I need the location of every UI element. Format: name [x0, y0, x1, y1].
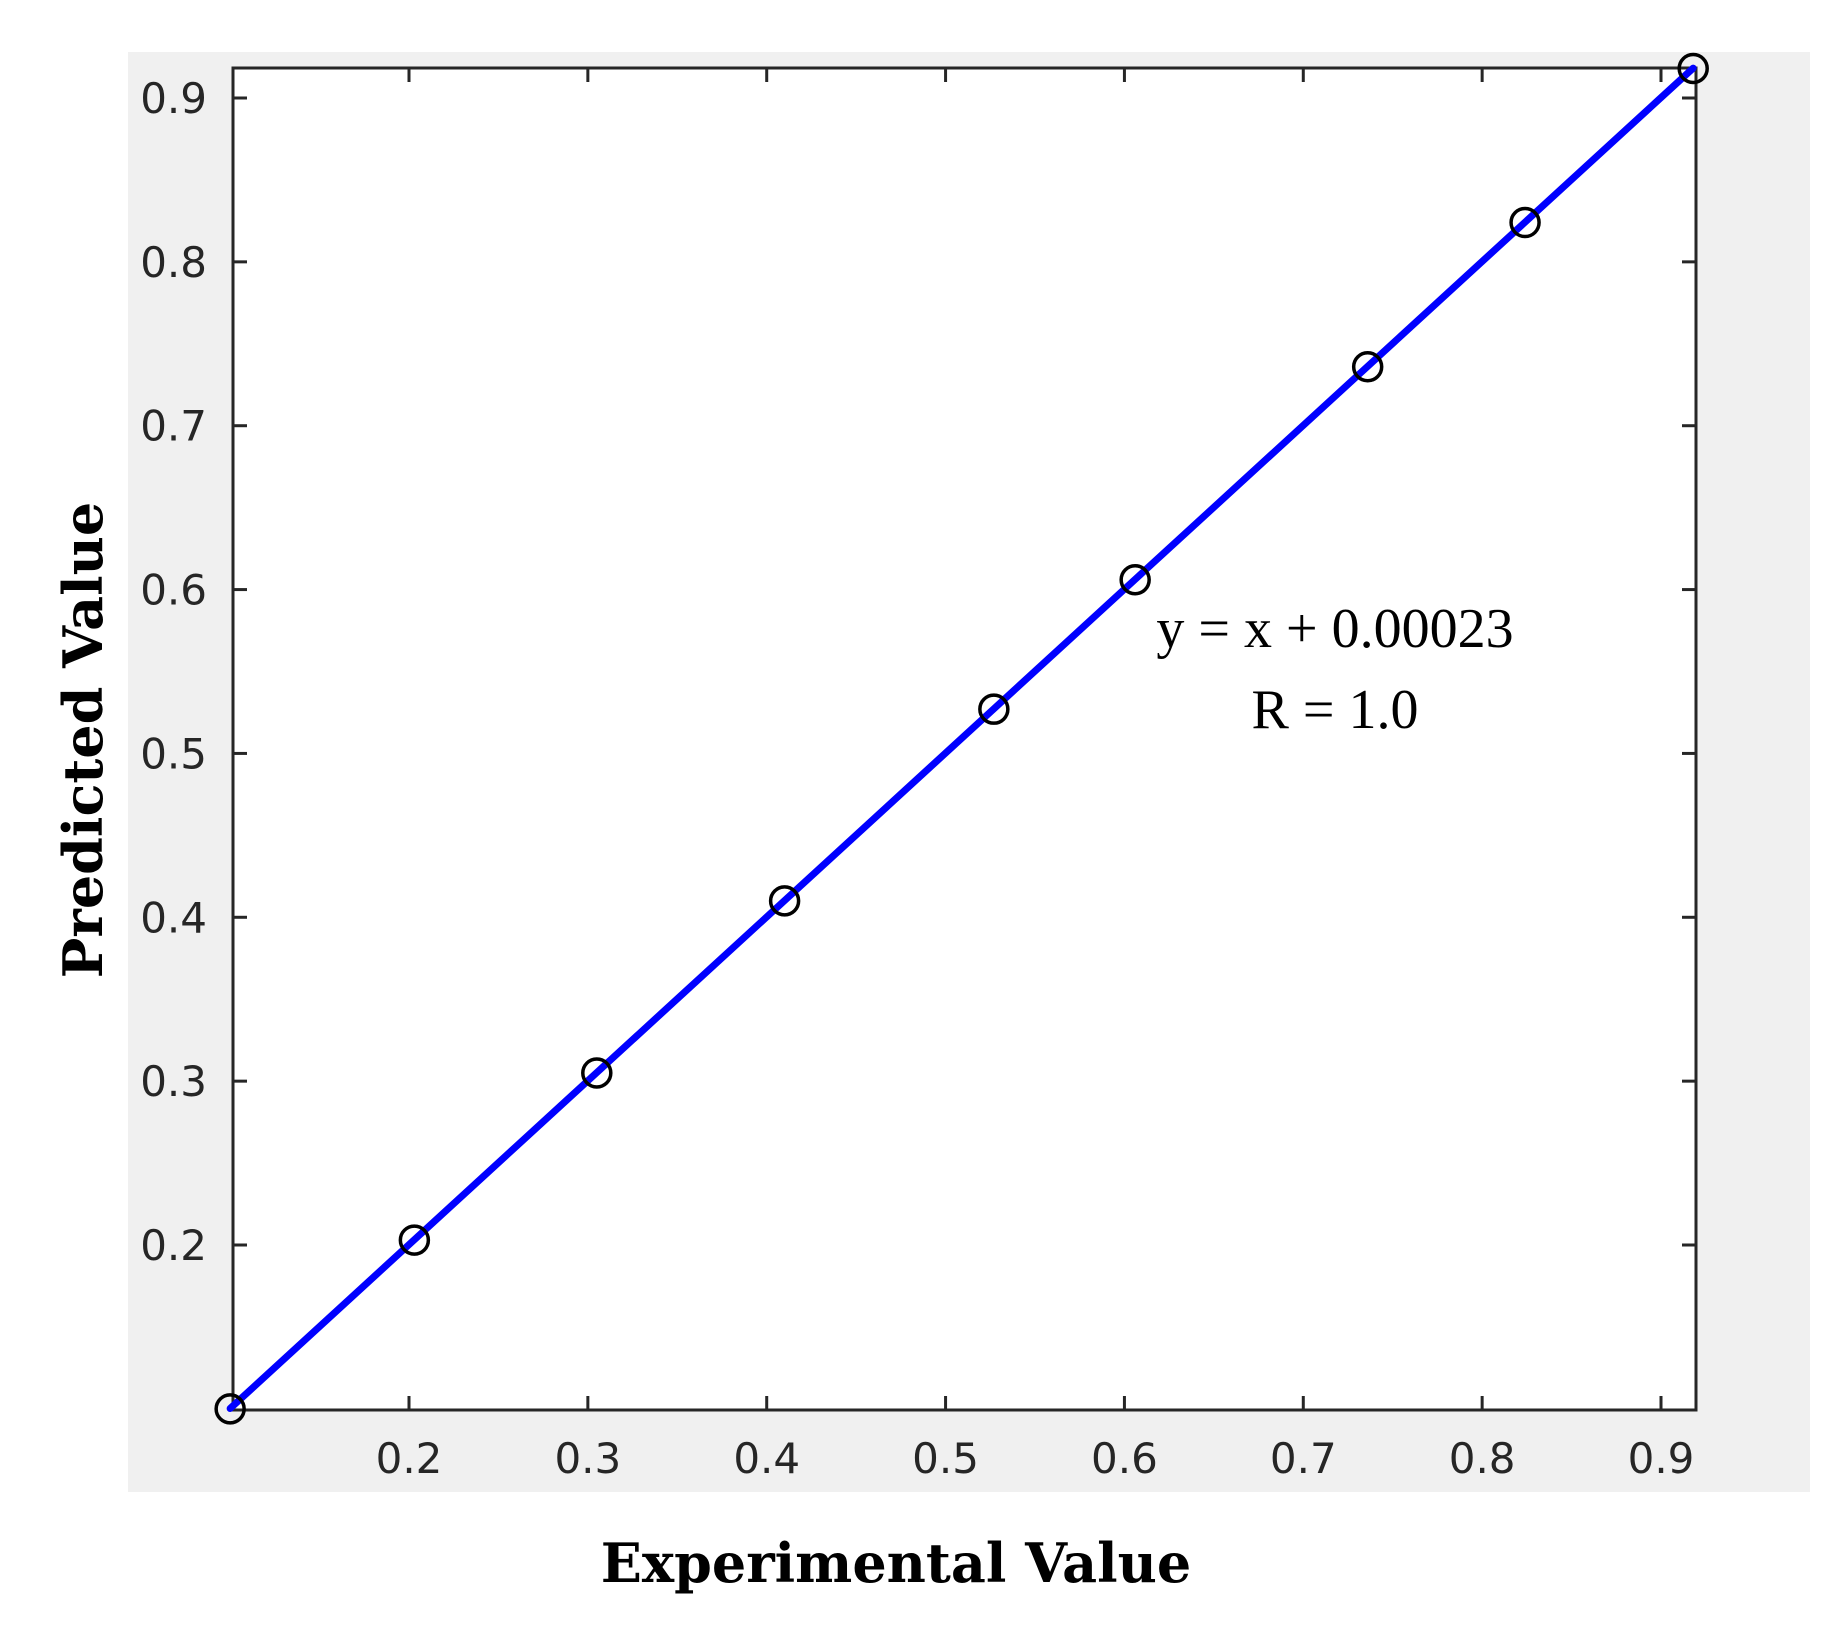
- y-tick-label: 0.9: [140, 74, 207, 123]
- x-tick-labels: 0.2 0.3 0.4 0.5 0.6 0.7 0.8 0.9: [376, 1434, 1695, 1483]
- ticks: [233, 68, 1696, 1410]
- fit-line-layer: [226, 64, 1697, 1412]
- y-tick-label: 0.4: [140, 893, 207, 942]
- x-tick-label: 0.4: [733, 1434, 800, 1483]
- y-tick-label: 0.6: [140, 566, 207, 615]
- y-tick-label: 0.8: [140, 238, 207, 287]
- annotation-r-value: R = 1.0: [1252, 679, 1419, 741]
- x-axis-title: Experimental Value: [601, 1531, 1192, 1595]
- y-tick-label: 0.5: [140, 729, 207, 778]
- data-points-layer: [214, 52, 1709, 1425]
- y-axis-title: Predicted Value: [51, 502, 115, 978]
- data-point: [1677, 52, 1709, 85]
- x-tick-label: 0.7: [1270, 1434, 1337, 1483]
- data-point: [398, 1224, 431, 1256]
- y-tick-labels: 0.2 0.3 0.4 0.5 0.6 0.7 0.8 0.9: [140, 74, 207, 1270]
- data-point: [1119, 563, 1151, 596]
- x-tick-label: 0.6: [1091, 1434, 1158, 1483]
- x-tick-label: 0.9: [1628, 1434, 1695, 1483]
- y-tick-label: 0.2: [140, 1221, 207, 1270]
- data-point: [978, 693, 1010, 725]
- y-tick-label: 0.3: [140, 1057, 207, 1106]
- fit-line: [226, 64, 1697, 1412]
- data-point: [214, 1393, 246, 1425]
- x-tick-label: 0.3: [554, 1434, 621, 1483]
- y-tick-label: 0.7: [140, 402, 207, 451]
- x-tick-label: 0.5: [912, 1434, 979, 1483]
- x-tick-label: 0.8: [1449, 1434, 1516, 1483]
- data-point: [1509, 206, 1541, 239]
- data-point: [1351, 350, 1384, 383]
- x-tick-label: 0.2: [376, 1434, 443, 1483]
- data-point: [768, 885, 801, 917]
- data-point: [581, 1057, 613, 1089]
- annotation-equation: y = x + 0.00023: [1156, 598, 1513, 660]
